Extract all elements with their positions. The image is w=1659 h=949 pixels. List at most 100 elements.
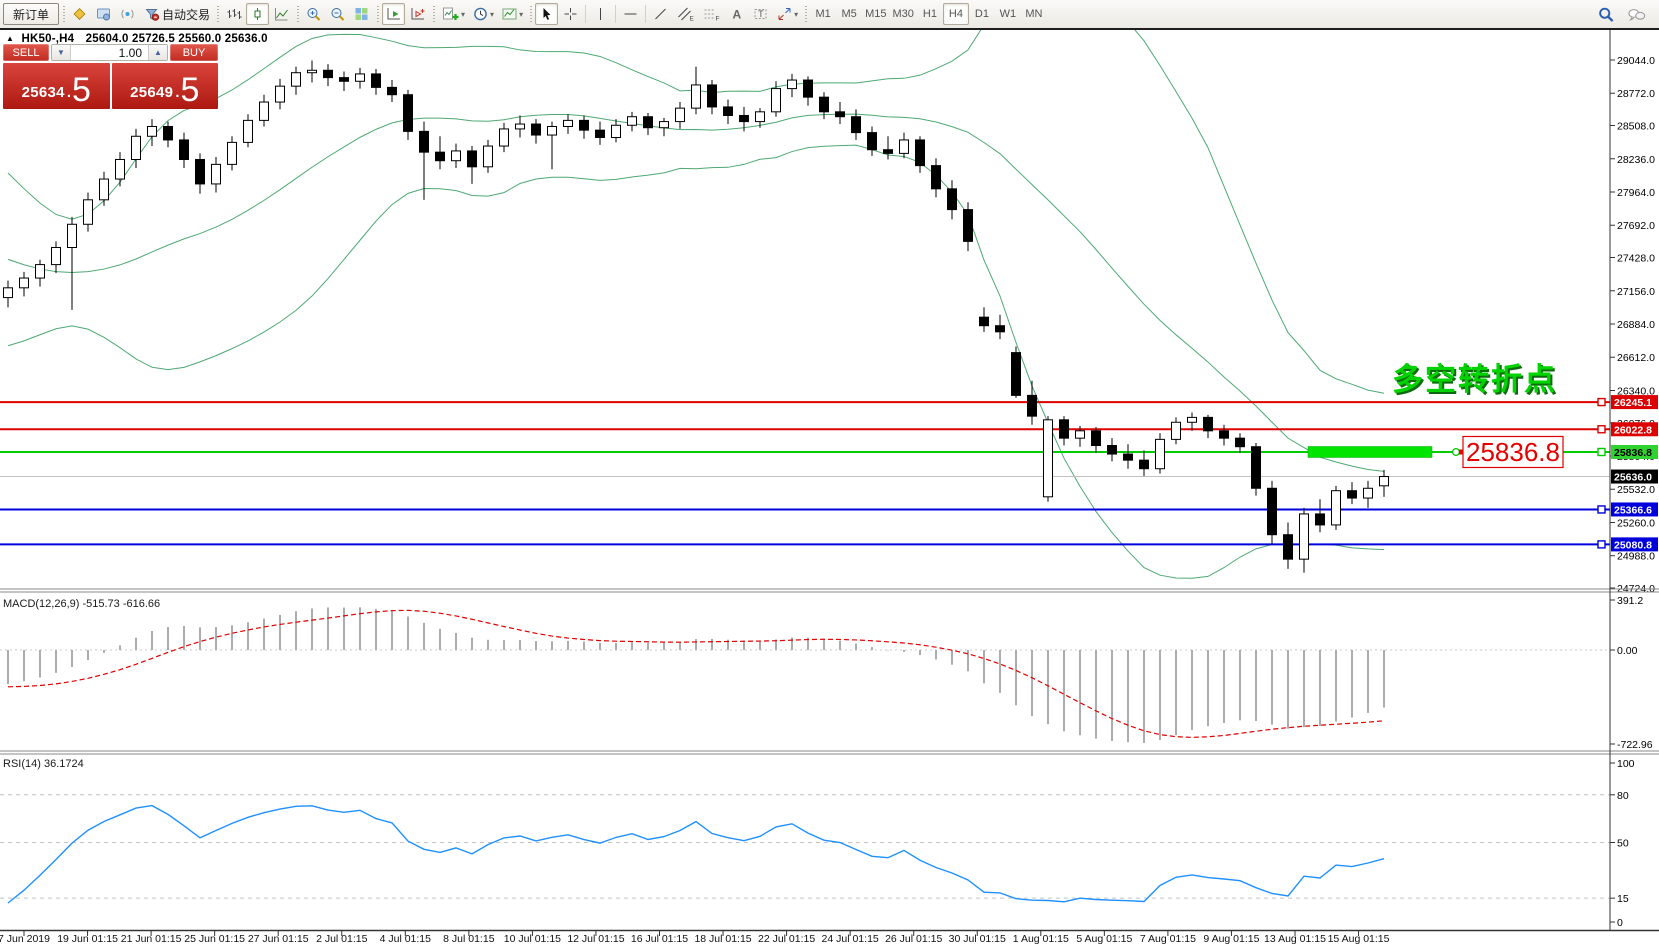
fibonacci-button[interactable]: F: [699, 3, 724, 25]
templates-dropdown-caret: ▾: [519, 9, 524, 19]
time-axis-label: 24 Jul 01:15: [821, 933, 879, 945]
toolbar-grip: [374, 5, 382, 23]
equidistant-channel-icon: E: [676, 6, 695, 22]
chart-symbol-label: HK50-,H4: [21, 33, 75, 45]
time-axis-label: 22 Jul 01:15: [757, 933, 816, 945]
bar-chart-icon: [225, 6, 242, 22]
signals-button[interactable]: [116, 3, 139, 25]
timeframe-button-m30[interactable]: M30: [892, 8, 914, 20]
chart-canvas[interactable]: text{font-family:"Liberation Sans",sans-…: [0, 30, 1659, 949]
timeframe-button-w1[interactable]: W1: [999, 8, 1017, 20]
svg-text:28508.0: 28508.0: [1617, 121, 1655, 133]
auto-scroll-button[interactable]: [382, 3, 406, 25]
time-axis-label: 26 Jul 01:15: [885, 933, 943, 945]
svg-text:25836.8: 25836.8: [1614, 447, 1652, 459]
cursor-button[interactable]: [535, 3, 559, 25]
time-axis[interactable]: 7 Jun 2019 19 Jun 01:15 21 Jun 01:15 25 Jun…: [0, 933, 1659, 949]
buy-price-frac: 5: [180, 71, 200, 110]
tile-windows-button[interactable]: [350, 3, 373, 25]
time-axis-label: 4 Jul 01:15: [379, 933, 431, 945]
search-button[interactable]: [1594, 3, 1618, 25]
svg-text:25836.8: 25836.8: [1466, 437, 1560, 467]
timeframe-group: M1 M5 M15 M30 H1 H4 D1 W1 MN: [810, 3, 1047, 25]
equidistant-channel-button[interactable]: E: [673, 3, 698, 25]
svg-text:F: F: [716, 16, 720, 23]
new-order-button[interactable]: 新订单: [3, 3, 60, 25]
time-axis-label: 30 Jul 01:15: [948, 933, 1006, 945]
svg-text:100: 100: [1617, 758, 1635, 770]
collapse-icon[interactable]: ▲: [6, 34, 15, 43]
buy-price-box[interactable]: 25649 . 5: [111, 63, 218, 110]
svg-text:T: T: [758, 9, 764, 19]
volume-decrease-button[interactable]: ▼: [52, 45, 71, 60]
templates-button[interactable]: ▾: [498, 3, 526, 25]
cursor-icon: [538, 6, 555, 22]
time-axis-label: 1 Aug 01:15: [1012, 933, 1069, 945]
auto-trading-button[interactable]: 自动交易: [140, 3, 213, 25]
chat-button[interactable]: [1624, 3, 1650, 25]
text-label-button[interactable]: T: [749, 3, 772, 25]
timeframe-button-m5[interactable]: M5: [841, 8, 857, 20]
sell-price-box[interactable]: 25634 . 5: [3, 63, 110, 109]
svg-text:24988.0: 24988.0: [1617, 551, 1655, 563]
auto-trading-label: 自动交易: [162, 7, 211, 22]
toolbar-grip: [802, 5, 810, 23]
horizontal-line-icon: [622, 6, 639, 22]
svg-text:26340.0: 26340.0: [1617, 385, 1655, 397]
zoom-in-button[interactable]: [302, 3, 325, 25]
time-axis-label: 2 Jul 01:15: [316, 933, 368, 945]
svg-text:391.2: 391.2: [1617, 595, 1643, 607]
buy-button[interactable]: BUY: [170, 44, 218, 61]
horizontal-line-button[interactable]: [619, 3, 642, 25]
time-axis-label: 12 Jul 01:15: [567, 933, 625, 945]
sell-price-main: 25634: [21, 84, 65, 101]
zoom-out-button[interactable]: [326, 3, 349, 25]
svg-text:15: 15: [1617, 893, 1629, 905]
chart-shift-button[interactable]: [406, 3, 429, 25]
bar-chart-button[interactable]: [222, 3, 245, 25]
periods-button[interactable]: ▾: [469, 3, 497, 25]
line-chart-button[interactable]: [270, 3, 293, 25]
time-axis-label: 7 Aug 01:15: [1139, 933, 1196, 945]
profiles-button[interactable]: [92, 3, 115, 25]
sell-button[interactable]: SELL: [3, 44, 49, 61]
timeframe-button-d1[interactable]: D1: [974, 8, 989, 20]
zoom-out-icon: [329, 6, 346, 22]
volume-increase-button[interactable]: ▲: [148, 45, 167, 60]
rsi-label: RSI(14) 36.1724: [3, 758, 84, 770]
arrows-button[interactable]: ▾: [773, 3, 801, 25]
time-axis-label: 5 Aug 01:15: [1076, 933, 1133, 945]
svg-text:28236.0: 28236.0: [1617, 154, 1655, 166]
svg-text:27964.0: 27964.0: [1617, 187, 1655, 199]
time-axis-label: 27 Jun 01:15: [247, 933, 309, 945]
text-button[interactable]: A: [725, 3, 748, 25]
crosshair-button[interactable]: [559, 3, 582, 25]
timeframe-button-h1[interactable]: H1: [922, 8, 937, 20]
timeframe-button-h4[interactable]: H4: [942, 3, 969, 25]
svg-text:-722.96: -722.96: [1617, 739, 1653, 751]
periods-dropdown-caret: ▾: [490, 9, 495, 19]
profiles-icon: [95, 6, 112, 22]
new-chart-button[interactable]: [68, 3, 91, 25]
svg-text:26245.1: 26245.1: [1614, 397, 1652, 409]
volume-value[interactable]: 1.00: [118, 45, 142, 60]
timeframe-button-m1[interactable]: M1: [815, 8, 831, 20]
svg-text:25532.0: 25532.0: [1617, 484, 1655, 496]
vertical-line-button[interactable]: [589, 3, 612, 25]
chart-shift-icon: [409, 6, 426, 22]
chat-icon: [1627, 6, 1647, 23]
timeframe-button-mn[interactable]: MN: [1025, 8, 1043, 20]
toolbar-grip: [430, 5, 438, 23]
auto-trading-icon: [143, 6, 160, 22]
svg-text:25636.0: 25636.0: [1614, 472, 1652, 484]
chart-ohlc-label: 25604.0 25726.5 25560.0 25636.0: [85, 33, 268, 45]
svg-text:25366.6: 25366.6: [1614, 504, 1652, 516]
indicators-button[interactable]: ▾: [438, 3, 468, 25]
trendline-button[interactable]: [649, 3, 672, 25]
indicators-icon: [441, 6, 460, 22]
timeframe-button-m15[interactable]: M15: [865, 8, 887, 20]
buy-price-dot: .: [175, 84, 180, 101]
time-axis-label: 8 Jul 01:15: [443, 933, 495, 945]
svg-text:多空转折点: 多空转折点: [1392, 362, 1557, 397]
candlestick-chart-button[interactable]: [246, 3, 270, 25]
